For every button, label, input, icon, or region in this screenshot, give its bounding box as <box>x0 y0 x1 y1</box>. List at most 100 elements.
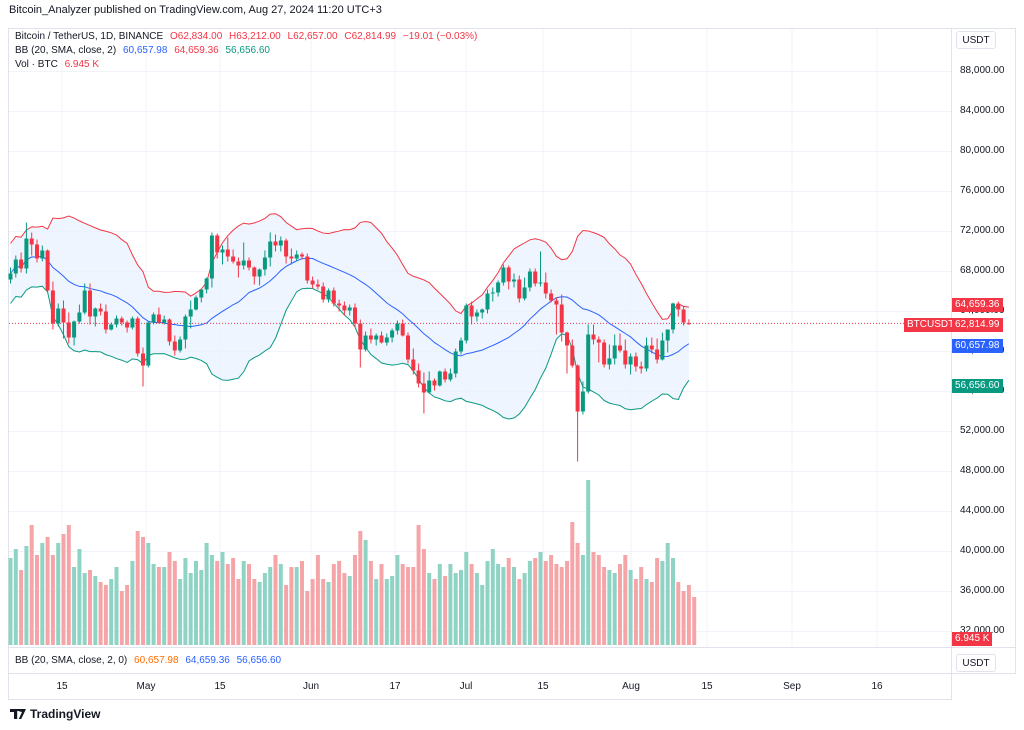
volume-bar <box>644 579 649 645</box>
candle-body <box>19 259 24 269</box>
candle-body <box>591 334 596 340</box>
volume-bar <box>681 591 686 645</box>
candle-body <box>119 318 124 323</box>
candle-body <box>586 334 591 392</box>
candle-body <box>204 278 209 290</box>
indicator-unit-button[interactable]: USDT <box>956 654 996 672</box>
candle-body <box>464 305 469 341</box>
legend-high: H63,212.00 <box>229 31 281 42</box>
price-axis[interactable] <box>952 28 1016 648</box>
volume-bar <box>459 570 463 645</box>
candle-body <box>114 318 119 325</box>
candle-body <box>655 349 660 360</box>
candle-body <box>151 314 156 323</box>
candle-body <box>141 353 145 366</box>
candle-body <box>103 311 108 330</box>
volume-bar <box>692 597 697 645</box>
candle-body <box>326 290 331 300</box>
volume-bar <box>538 552 543 645</box>
volume-bar <box>252 579 257 645</box>
tradingview-logo[interactable]: TradingView <box>10 707 100 721</box>
volume-bar <box>8 558 13 645</box>
candle-body <box>61 308 66 323</box>
volume-bar <box>278 564 283 645</box>
volume-bar <box>586 480 591 645</box>
candle-body <box>633 356 638 367</box>
candle-body <box>93 308 98 317</box>
volume-bar <box>178 579 183 645</box>
volume-bar <box>623 555 628 645</box>
symbol-tag: BTCUSDT <box>904 318 958 332</box>
candle-body <box>517 279 522 299</box>
volume-bar <box>321 579 326 645</box>
legend-bb-basis: 60,657.98 <box>122 45 168 56</box>
candle-body <box>146 322 151 366</box>
candle-body <box>220 249 225 253</box>
price-unit-button[interactable]: USDT <box>956 31 996 49</box>
volume-bar <box>156 567 161 645</box>
candle-body <box>305 256 310 281</box>
time-tick-label: 16 <box>871 681 883 692</box>
candle-body <box>596 339 601 343</box>
candle-body <box>421 383 426 393</box>
volume-bar <box>24 546 29 645</box>
time-axis[interactable] <box>8 674 952 700</box>
candle-body <box>448 373 453 380</box>
volume-bar <box>676 582 681 645</box>
legend-bb-lower: 56,656.60 <box>225 45 271 56</box>
bb-basis-line <box>10 255 690 358</box>
volume-bar <box>337 561 342 645</box>
candle-body <box>162 319 167 323</box>
basis-tag: 60,657.98 <box>952 339 1003 353</box>
volume-bar <box>358 531 363 645</box>
candle-body <box>294 254 299 259</box>
candle-body <box>459 340 463 352</box>
volume-bar <box>98 582 103 645</box>
candle-body <box>231 256 236 262</box>
volume-bar <box>416 525 421 645</box>
candle-body <box>358 323 363 350</box>
indicator-axis[interactable] <box>952 648 1016 674</box>
price-tick-label: 44,000.00 <box>960 504 1005 516</box>
volume-bar <box>453 573 458 645</box>
volume-bar <box>236 579 241 645</box>
bb-upper-line <box>10 213 689 320</box>
volume-bar <box>300 561 304 645</box>
price-tick-label: 32,000.00 <box>960 624 1005 636</box>
candle-body <box>300 254 304 257</box>
candle-body <box>686 323 691 325</box>
candle-body <box>480 309 485 313</box>
price-tick-label: 76,000.00 <box>960 184 1005 196</box>
volume-bar <box>596 555 601 645</box>
candle-body <box>247 260 251 268</box>
candle-body <box>559 304 564 333</box>
volume-bar <box>35 555 39 645</box>
candle-body <box>496 282 501 293</box>
time-tick-label: 15 <box>701 681 713 692</box>
volume-bar <box>45 537 50 645</box>
volume-bar <box>543 561 548 645</box>
volume-bar <box>29 525 34 645</box>
legend-vol-label: Vol · BTC <box>15 59 58 70</box>
candle-body <box>681 309 686 323</box>
volume-bar <box>448 564 453 645</box>
candle-body <box>490 292 495 294</box>
volume-bar <box>639 567 644 645</box>
candle-body <box>252 267 257 277</box>
indicator-pane[interactable] <box>8 648 952 674</box>
volume-bar <box>130 561 135 645</box>
candle-body <box>501 267 506 283</box>
candle-body <box>628 356 633 365</box>
candle-body <box>342 305 347 311</box>
candle-body <box>432 380 437 386</box>
candle-body <box>135 318 140 354</box>
volume-bar <box>114 567 119 645</box>
main-chart-pane[interactable] <box>8 28 952 648</box>
candle-body <box>347 307 352 311</box>
candle-body <box>549 293 554 301</box>
candle-body <box>437 371 442 386</box>
candle-body <box>172 341 177 351</box>
candle-body <box>443 371 448 380</box>
candle-body <box>485 293 490 310</box>
